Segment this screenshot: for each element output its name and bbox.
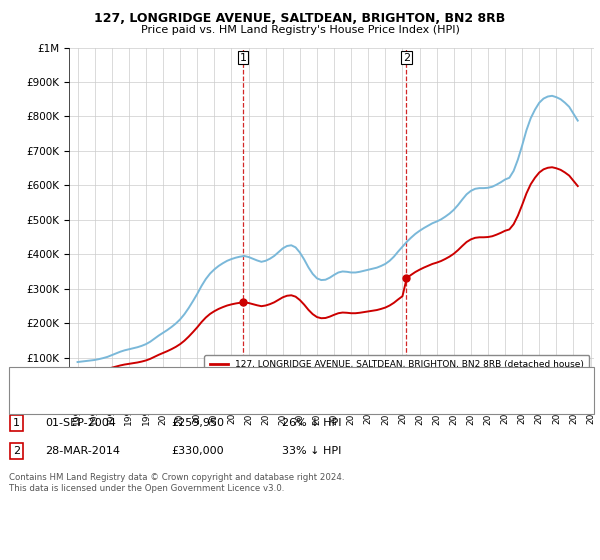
Text: £330,000: £330,000 — [171, 446, 224, 456]
Text: 33% ↓ HPI: 33% ↓ HPI — [282, 446, 341, 456]
Text: 2: 2 — [403, 53, 410, 63]
Text: 2: 2 — [13, 446, 20, 456]
Text: Price paid vs. HM Land Registry's House Price Index (HPI): Price paid vs. HM Land Registry's House … — [140, 25, 460, 35]
Text: HPI: Average price, detached house, Brighton and Hove: HPI: Average price, detached house, Brig… — [51, 401, 323, 411]
Text: 28-MAR-2014: 28-MAR-2014 — [45, 446, 120, 456]
Text: Contains HM Land Registry data © Crown copyright and database right 2024.
This d: Contains HM Land Registry data © Crown c… — [9, 473, 344, 493]
Text: ——: —— — [21, 399, 46, 413]
Text: 127, LONGRIDGE AVENUE, SALTDEAN, BRIGHTON, BN2 8RB (detached house): 127, LONGRIDGE AVENUE, SALTDEAN, BRIGHTO… — [51, 388, 431, 398]
Text: 1: 1 — [13, 418, 20, 428]
Text: £259,950: £259,950 — [171, 418, 224, 428]
Legend: 127, LONGRIDGE AVENUE, SALTDEAN, BRIGHTON, BN2 8RB (detached house), HPI: Averag: 127, LONGRIDGE AVENUE, SALTDEAN, BRIGHTO… — [205, 355, 589, 388]
Text: 1: 1 — [239, 53, 247, 63]
Text: 01-SEP-2004: 01-SEP-2004 — [45, 418, 116, 428]
Text: 26% ↓ HPI: 26% ↓ HPI — [282, 418, 341, 428]
Text: ——: —— — [21, 386, 46, 400]
Text: 127, LONGRIDGE AVENUE, SALTDEAN, BRIGHTON, BN2 8RB: 127, LONGRIDGE AVENUE, SALTDEAN, BRIGHTO… — [94, 12, 506, 25]
